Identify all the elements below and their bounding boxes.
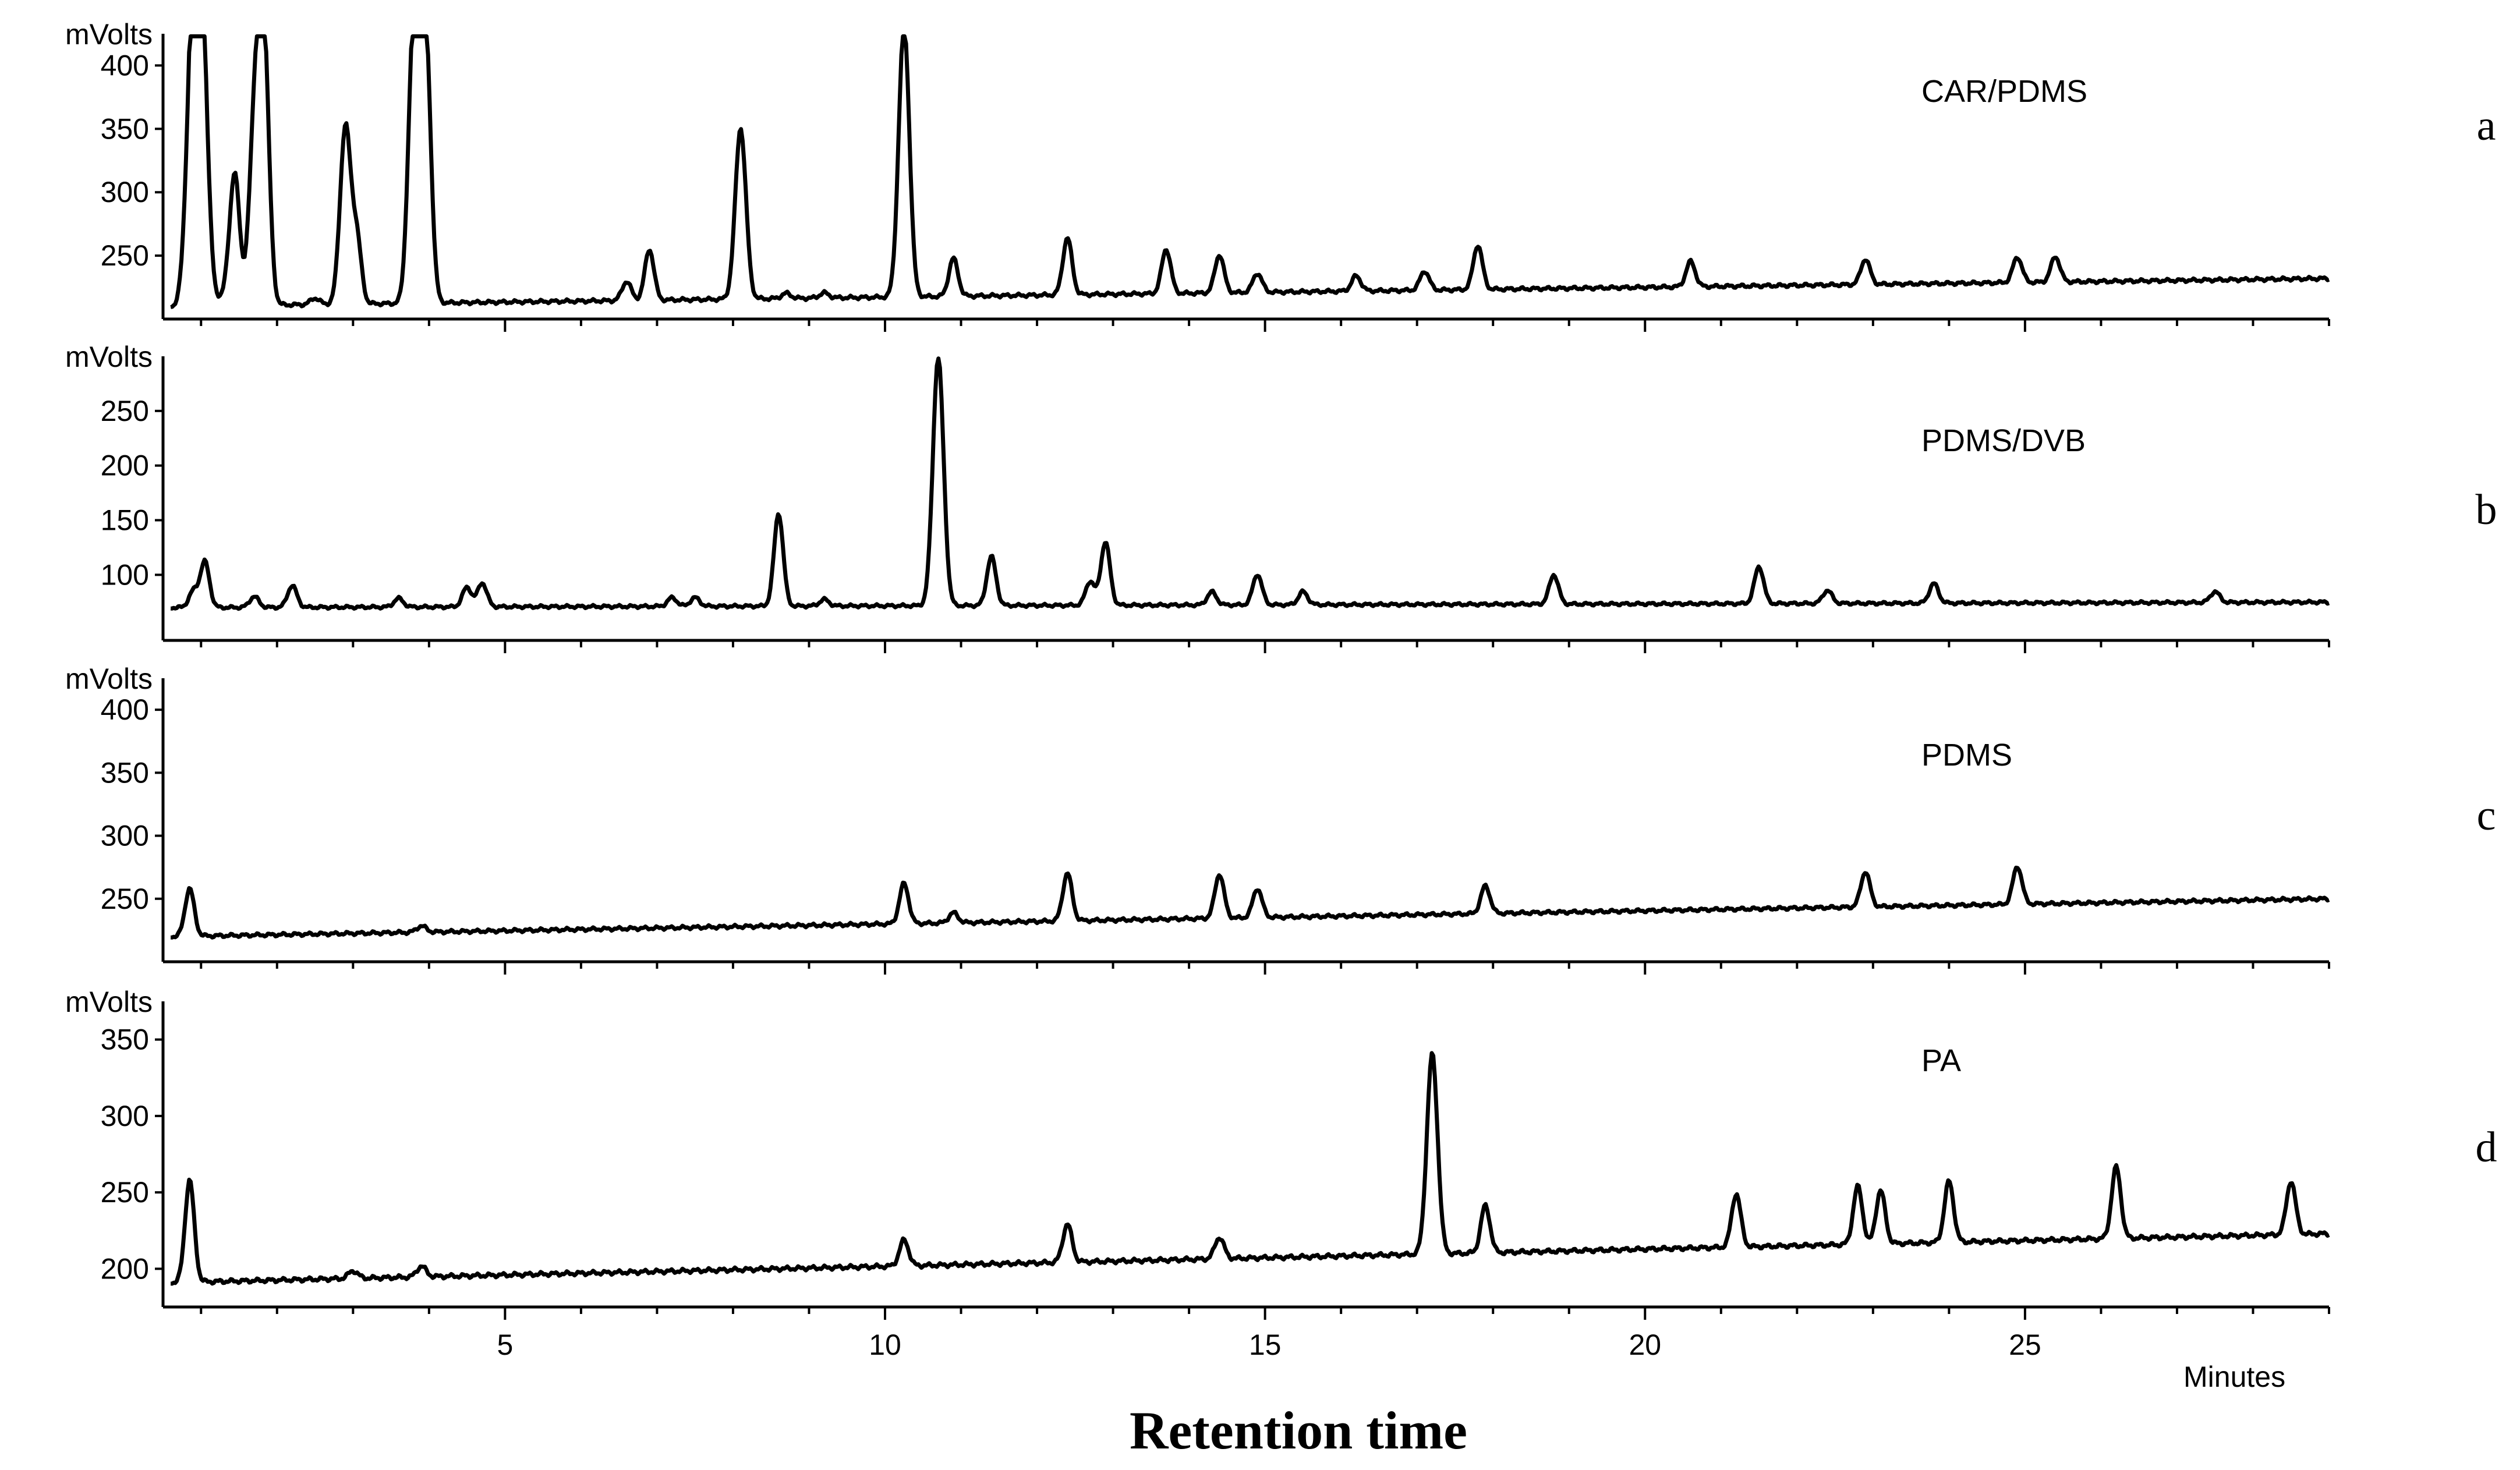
y-tick-label: 350 xyxy=(101,112,149,145)
x-axis-title: Retention time xyxy=(1130,1401,1467,1460)
y-tick-label: 100 xyxy=(101,558,149,591)
series-label-c: PDMS xyxy=(1921,738,2012,773)
y-tick-label: 300 xyxy=(101,1100,149,1132)
panel-letter-d: d xyxy=(2476,1124,2497,1171)
trace-line-a xyxy=(170,34,2330,309)
x-tick-label: 25 xyxy=(2009,1329,2041,1361)
y-axis-label: mVolts xyxy=(65,18,153,51)
y-axis-label: mVolts xyxy=(65,986,153,1018)
series-label-b: PDMS/DVB xyxy=(1921,423,2086,458)
y-tick-label: 250 xyxy=(101,395,149,427)
y-axis-label: mVolts xyxy=(65,341,153,373)
y-tick-label: 250 xyxy=(101,239,149,272)
y-tick-label: 350 xyxy=(101,756,149,789)
y-tick-label: 250 xyxy=(101,883,149,915)
y-tick-label: 350 xyxy=(101,1023,149,1056)
x-tick-label: 5 xyxy=(497,1329,513,1361)
y-tick-label: 200 xyxy=(101,449,149,482)
series-label-a: CAR/PDMS xyxy=(1921,74,2087,109)
trace-line-c xyxy=(170,865,2330,940)
trace-line-d xyxy=(170,1051,2330,1286)
y-tick-label: 300 xyxy=(101,176,149,208)
panel-letter-a: a xyxy=(2477,102,2496,150)
panel-letter-b: b xyxy=(2476,486,2497,534)
y-tick-label: 200 xyxy=(101,1252,149,1285)
x-tick-label: 15 xyxy=(1249,1329,1282,1361)
x-tick-label: 10 xyxy=(869,1329,901,1361)
chart-panels: mVolts 250 300 350 400 CAR/PDMS a mVolts 100 150 2… xyxy=(65,18,2497,1361)
y-tick-label: 150 xyxy=(101,504,149,537)
y-axis-label: mVolts xyxy=(65,663,153,695)
x-unit-label: Minutes xyxy=(2183,1361,2285,1393)
y-tick-label: 300 xyxy=(101,820,149,852)
trace-line-b xyxy=(170,356,2330,611)
panel-letter-c: c xyxy=(2477,792,2496,840)
panel-a: mVolts 250 300 350 400 CAR/PDMS a xyxy=(65,18,2496,332)
x-tick-label: 20 xyxy=(1629,1329,1661,1361)
panel-b: mVolts 100 150 200 250 PDMS/DVB b xyxy=(65,341,2497,653)
panel-c: mVolts 250 300 350 400 PDMS c xyxy=(65,663,2496,975)
y-tick-label: 250 xyxy=(101,1176,149,1209)
y-tick-label: 400 xyxy=(101,49,149,82)
series-label-d: PA xyxy=(1921,1043,1961,1078)
y-tick-label: 400 xyxy=(101,693,149,726)
panel-d: mVolts 200 250 300 350 5 10 15 20 25 PA d xyxy=(65,986,2497,1361)
